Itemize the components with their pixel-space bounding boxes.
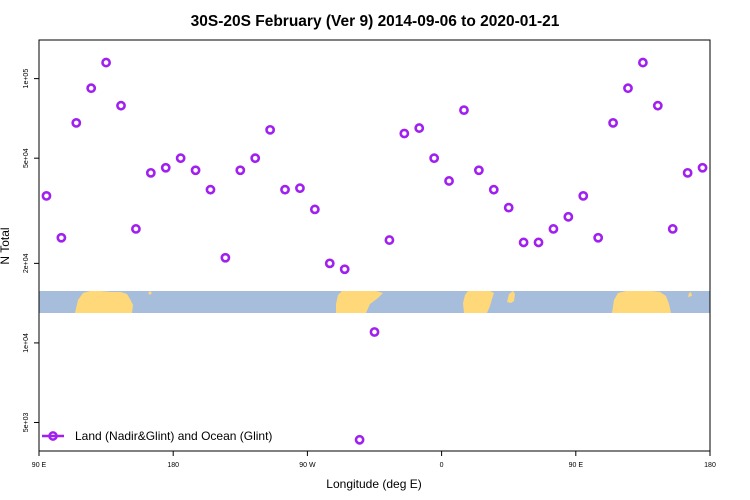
plot-frame	[38, 39, 711, 452]
data-point	[608, 117, 618, 128]
data-point	[429, 153, 440, 164]
data-point	[667, 224, 678, 234]
data-point	[220, 252, 231, 263]
data-point	[339, 264, 350, 275]
chart-title: 30S-20S February (Ver 9) 2014-09-06 to 2…	[191, 13, 560, 30]
data-point	[145, 167, 156, 178]
data-point	[205, 184, 216, 195]
data-point	[324, 258, 335, 269]
ocean-band	[39, 291, 710, 313]
y-tick-label: 1e+05	[23, 69, 30, 89]
data-point	[41, 190, 52, 201]
data-point	[638, 57, 648, 68]
data-point	[354, 434, 365, 445]
x-tick-label: 180	[704, 462, 716, 469]
y-axis-label: N Total	[0, 227, 12, 264]
data-point	[86, 83, 97, 94]
data-point	[160, 162, 171, 173]
y-tick-label: 1e+04	[23, 333, 30, 353]
land-madagascar	[507, 291, 515, 303]
land-africa	[463, 291, 494, 313]
legend: Land (Nadir&Glint) and Ocean (Glint)	[42, 429, 272, 443]
data-point	[131, 224, 141, 234]
data-point	[563, 211, 574, 222]
data-point	[533, 237, 544, 248]
legend-label: Land (Nadir&Glint) and Ocean (Glint)	[75, 429, 272, 443]
data-point	[175, 153, 186, 164]
data-point	[116, 100, 126, 111]
data-point	[190, 165, 201, 176]
x-tick-label: 90 W	[299, 462, 316, 469]
data-point	[593, 232, 604, 243]
x-axis-label: Longitude (deg E)	[326, 477, 421, 491]
land-south-america	[336, 291, 383, 313]
data-point	[56, 232, 67, 243]
data-points	[41, 57, 708, 445]
data-point	[265, 124, 276, 135]
data-point	[399, 128, 410, 139]
data-point	[444, 176, 454, 186]
y-tick-label: 2e+04	[23, 253, 30, 273]
data-point	[578, 190, 589, 201]
data-point	[682, 167, 693, 178]
data-point	[697, 162, 708, 173]
land-islet	[148, 291, 152, 295]
data-point	[473, 165, 484, 176]
data-point	[384, 235, 395, 245]
data-point	[280, 184, 290, 195]
data-point	[309, 204, 320, 215]
data-point	[101, 57, 111, 68]
x-tick-label: 0	[440, 462, 444, 469]
land-australia-repeat	[612, 291, 671, 313]
data-point	[250, 153, 261, 164]
data-point	[503, 202, 514, 213]
data-point	[414, 123, 425, 133]
data-point	[235, 165, 246, 176]
data-point	[518, 237, 529, 248]
y-tick-label: 5e+04	[23, 148, 30, 168]
data-point	[369, 327, 380, 337]
x-tick-label: 180	[167, 462, 179, 469]
y-tick-label: 5e+03	[23, 413, 30, 433]
legend-marker-swatch	[48, 431, 58, 441]
data-point	[71, 117, 82, 128]
data-point	[488, 184, 499, 195]
land-new-zealand	[688, 292, 692, 297]
data-point	[459, 105, 469, 116]
data-point	[652, 100, 663, 111]
x-tick-label: 90 E	[569, 462, 584, 469]
x-tick-label: 90 E	[32, 462, 47, 469]
y-axis-ticks: 5e+03 1e+04 2e+04 5e+04 1e+05	[23, 69, 39, 433]
x-axis-ticks: 90 E 180 90 W 0 90 E 180	[32, 451, 716, 469]
data-point	[295, 183, 305, 194]
land-australia	[75, 291, 133, 313]
world-map-strip	[39, 291, 710, 313]
data-point	[548, 224, 559, 234]
data-point	[623, 83, 633, 94]
